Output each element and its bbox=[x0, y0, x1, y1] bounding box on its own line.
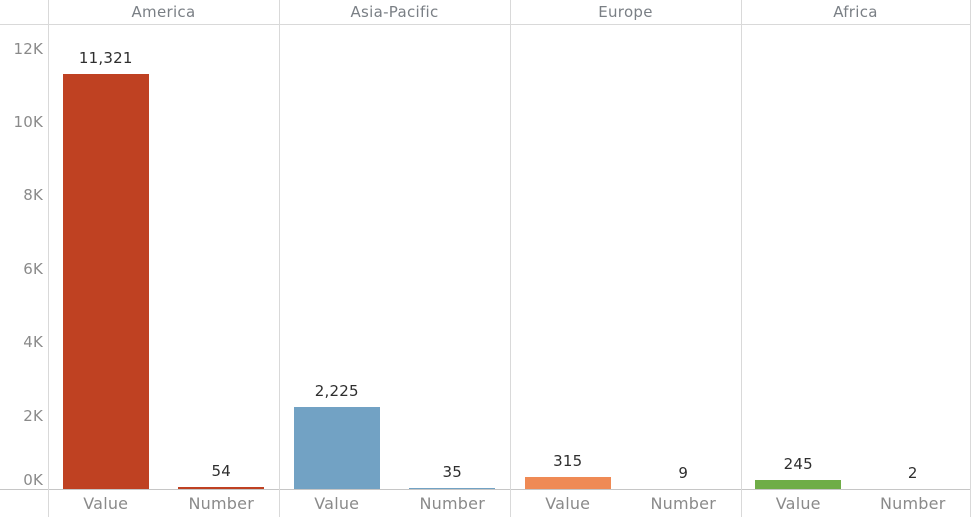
bar-value-label: 315 bbox=[553, 452, 583, 471]
bar-asia-pacific-number[interactable] bbox=[409, 487, 496, 489]
y-tick-label: 2K bbox=[23, 406, 43, 425]
bar-value-label: 2 bbox=[907, 463, 918, 482]
bar-value-label: 11,321 bbox=[78, 48, 133, 67]
panel-plot-area: 11,321 54 bbox=[48, 24, 279, 489]
bar-slot-value: 245 bbox=[741, 24, 856, 489]
panel-plot-area: 245 2 bbox=[741, 24, 970, 489]
bar-america-value[interactable] bbox=[62, 73, 149, 489]
bar-value-label: 2,225 bbox=[314, 382, 359, 401]
x-category-label[interactable]: Number bbox=[880, 493, 946, 513]
panel-header-label[interactable]: Europe bbox=[598, 3, 653, 21]
panel-africa: Africa 245 2 Value Number bbox=[741, 0, 970, 517]
panel-europe: Europe 315 9 Value Number bbox=[510, 0, 741, 517]
y-tick-label: 4K bbox=[23, 333, 43, 352]
panel-border-line bbox=[970, 0, 971, 517]
bar-slot-value: 315 bbox=[510, 24, 626, 489]
panel-footer: Value Number bbox=[279, 489, 510, 517]
panel-header-label[interactable]: Asia-Pacific bbox=[350, 3, 439, 21]
panel-plot-area: 2,225 35 bbox=[279, 24, 510, 489]
x-axis-line bbox=[0, 489, 970, 490]
panel-border-line bbox=[741, 0, 742, 517]
y-tick-label: 12K bbox=[13, 39, 43, 58]
panel-asia-pacific: Asia-Pacific 2,225 35 Value Number bbox=[279, 0, 510, 517]
bar-asia-pacific-value[interactable] bbox=[293, 407, 380, 489]
bar-slot-number: 54 bbox=[164, 24, 280, 489]
y-tick-label: 6K bbox=[23, 259, 43, 278]
panel-border-line bbox=[510, 0, 511, 517]
panel-footer: Value Number bbox=[510, 489, 741, 517]
panel-footer: Value Number bbox=[741, 489, 970, 517]
bar-slot-value: 2,225 bbox=[279, 24, 395, 489]
y-tick-label: 10K bbox=[13, 112, 43, 131]
bar-value-label: 35 bbox=[442, 462, 462, 481]
bar-slot-value: 11,321 bbox=[48, 24, 164, 489]
bar-value-label: 54 bbox=[211, 462, 231, 481]
x-category-label[interactable]: Number bbox=[650, 493, 716, 513]
y-tick-label: 8K bbox=[23, 186, 43, 205]
x-category-label[interactable]: Number bbox=[188, 493, 254, 513]
x-category-label[interactable]: Value bbox=[314, 493, 360, 513]
panel-header-label[interactable]: America bbox=[131, 3, 196, 21]
bar-value-label: 9 bbox=[678, 463, 689, 482]
panel-header-label[interactable]: Africa bbox=[833, 3, 878, 21]
x-category-label[interactable]: Value bbox=[775, 493, 821, 513]
panel-footer: Value Number bbox=[48, 489, 279, 517]
x-category-label[interactable]: Number bbox=[419, 493, 485, 513]
panel-america: America 11,321 54 Value Number bbox=[48, 0, 279, 517]
bar-value-label: 245 bbox=[783, 455, 813, 474]
panel-border-line bbox=[279, 0, 280, 517]
header-divider-line bbox=[0, 24, 970, 25]
panel-border-line bbox=[48, 0, 49, 517]
bar-slot-number: 9 bbox=[626, 24, 742, 489]
y-tick-label: 0K bbox=[23, 471, 43, 489]
bar-africa-value[interactable] bbox=[755, 480, 842, 489]
x-category-label[interactable]: Value bbox=[545, 493, 591, 513]
panel-plot-area: 315 9 bbox=[510, 24, 741, 489]
bar-slot-number: 2 bbox=[856, 24, 971, 489]
bar-america-number[interactable] bbox=[178, 487, 265, 489]
bar-slot-number: 35 bbox=[395, 24, 511, 489]
x-category-label[interactable]: Value bbox=[83, 493, 129, 513]
bar-europe-value[interactable] bbox=[524, 477, 611, 489]
